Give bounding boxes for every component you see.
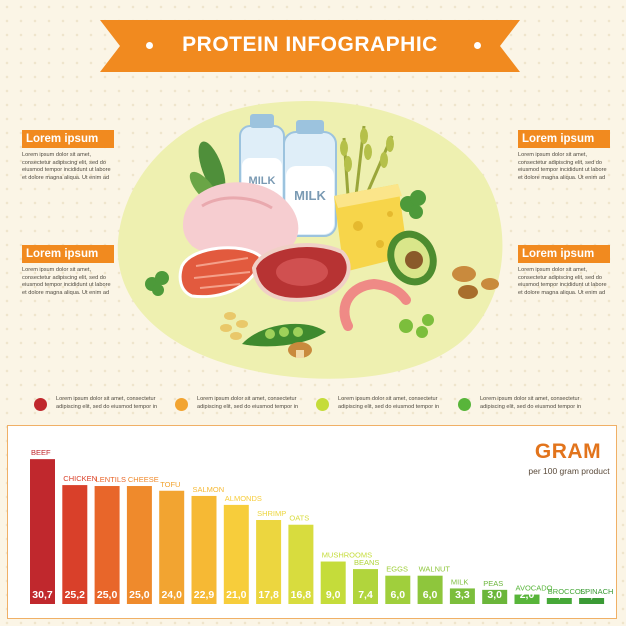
category-label: SHRIMP: [257, 509, 286, 518]
milk-label-2: MILK: [294, 188, 326, 203]
value-label: 6,0: [390, 589, 405, 601]
category-label: AVOCADO: [516, 584, 553, 593]
bar-oats: [288, 524, 314, 604]
banner-dot-left: [146, 42, 153, 49]
category-label: WALNUT: [419, 565, 451, 574]
category-label: SPINACH: [580, 587, 613, 596]
bar-beans: [353, 569, 378, 604]
value-label: 25,2: [65, 589, 86, 601]
chart-subtitle: per 100 gram product: [528, 466, 610, 476]
info-panel-bottom-right: Lorem ipsum Lorem ipsum dolor sit amet, …: [518, 245, 610, 297]
peas-icon: [242, 314, 434, 347]
mushroom-icon: [288, 342, 312, 358]
bar-milk: [449, 588, 475, 604]
legend-dot: [175, 398, 188, 411]
chicken-icon: [182, 182, 299, 259]
title-banner: PROTEIN INFOGRAPHIC: [100, 20, 520, 72]
value-label: 17,8: [258, 589, 279, 601]
salmon-icon: [178, 246, 262, 299]
legend-dot: [458, 398, 471, 411]
legend-text: Lorem ipsum dolor sit amet, consectetur …: [56, 396, 158, 410]
panel-text: Lorem ipsum dolor sit amet, consectetur …: [22, 152, 111, 181]
wheat-grain-icon: [340, 128, 394, 172]
shrimp-icon: [339, 278, 411, 331]
legend-dot: [316, 398, 329, 411]
category-label: ALMONDS: [225, 494, 262, 503]
legend-dot: [34, 398, 47, 411]
bar-cheese: [126, 486, 152, 604]
bar-beef: [30, 459, 55, 604]
chart-title: GRAM: [534, 440, 602, 463]
info-panel-bottom-left: Lorem ipsum Lorem ipsum dolor sit amet, …: [22, 245, 114, 297]
banner-ribbon: [100, 20, 520, 72]
info-panel-top-right: Lorem ipsum Lorem ipsum dolor sit amet, …: [518, 130, 610, 182]
legend-text: Lorem ipsum dolor sit amet, consectetur …: [480, 396, 582, 410]
bar-salmon: [191, 495, 217, 604]
avocado-icon: [387, 230, 437, 286]
value-label: 3,3: [455, 589, 470, 601]
value-label: 0,8: [584, 589, 599, 601]
bar-walnut: [417, 575, 443, 604]
panel-heading: Lorem ipsum: [518, 245, 610, 263]
broccoli-icon: [145, 190, 426, 296]
banner-dot-right: [474, 42, 481, 49]
category-label: SALMON: [193, 485, 225, 494]
category-label: LENTILS: [96, 475, 126, 484]
milk-bottle-icon: MILK: [283, 120, 337, 237]
page-title: PROTEIN INFOGRAPHIC: [182, 33, 438, 56]
walnut-icon: [452, 266, 499, 299]
value-label: 22,9: [194, 589, 215, 601]
value-label: 24,0: [161, 589, 182, 601]
bar-peas: [482, 589, 508, 604]
bar-shrimp: [256, 520, 282, 604]
category-label: MILK: [451, 577, 469, 586]
value-label: 2,0: [520, 589, 535, 601]
value-label: 30,7: [32, 589, 53, 601]
milk-label-1: MILK: [249, 175, 276, 187]
bar-lentils: [94, 486, 120, 604]
bar-almonds: [223, 504, 249, 604]
value-label: 7,4: [358, 589, 373, 601]
panel-text: Lorem ipsum dolor sit amet, consectetur …: [22, 267, 111, 296]
panel-text: Lorem ipsum dolor sit amet, consectetur …: [518, 152, 607, 181]
value-label: 9,0: [326, 589, 341, 601]
category-label: CHEESE: [128, 475, 159, 484]
category-label: EGGS: [386, 565, 408, 574]
bar-spinach: [579, 598, 605, 604]
value-label: 3,0: [487, 589, 502, 601]
category-label: BEEF: [31, 448, 51, 457]
category-label: TOFU: [160, 480, 180, 489]
value-label: 6,0: [423, 589, 438, 601]
panel-heading: Lorem ipsum: [22, 245, 114, 263]
info-panel-top-left: Lorem ipsum Lorem ipsum dolor sit amet, …: [22, 130, 114, 182]
panel-text: Lorem ipsum dolor sit amet, consectetur …: [518, 267, 607, 296]
category-label: BROCCOLI: [548, 587, 587, 596]
food-illustration: MILK MILK: [145, 114, 499, 358]
category-label: MUSHROOMS: [322, 551, 372, 560]
beef-icon: [251, 243, 351, 302]
bar-chicken: [62, 485, 88, 604]
category-label: CHICKEN: [63, 474, 97, 483]
beans-icon: [220, 312, 248, 340]
bar-mushrooms: [320, 561, 346, 604]
value-label: 25,0: [129, 589, 150, 601]
panel-heading: Lorem ipsum: [22, 130, 114, 148]
legend-text: Lorem ipsum dolor sit amet, consectetur …: [197, 396, 299, 410]
bar-eggs: [385, 575, 411, 604]
value-label: 25,0: [97, 589, 118, 601]
category-label: PEAS: [483, 579, 503, 588]
legend-text: Lorem ipsum dolor sit amet, consectetur …: [338, 396, 440, 410]
bar-broccoli: [546, 598, 572, 604]
panel-heading: Lorem ipsum: [518, 130, 610, 148]
bar-avocado: [514, 594, 540, 604]
category-label: OATS: [289, 514, 309, 523]
bar-tofu: [159, 490, 185, 604]
value-label: 1,0: [552, 589, 567, 601]
value-label: 16,8: [291, 589, 312, 601]
category-label: BEANS: [354, 558, 379, 567]
value-label: 21,0: [226, 589, 247, 601]
